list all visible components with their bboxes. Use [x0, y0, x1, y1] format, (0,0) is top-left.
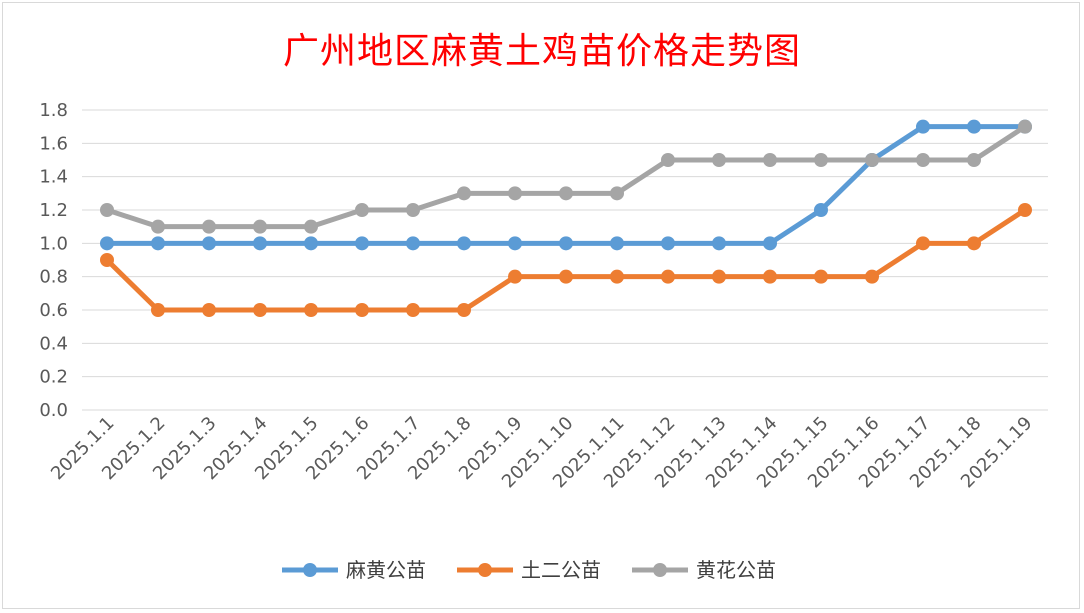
data-point — [763, 153, 777, 167]
data-point — [202, 236, 216, 251]
data-point — [253, 219, 267, 234]
y-tick-label: 1.4 — [39, 167, 68, 188]
y-tick-label: 0.2 — [39, 367, 68, 388]
data-point — [661, 269, 675, 284]
data-point — [610, 269, 624, 284]
data-point — [763, 236, 777, 251]
data-point — [610, 186, 624, 201]
data-point — [355, 303, 369, 317]
data-point — [151, 219, 165, 234]
legend-label: 黄花公苗 — [696, 558, 776, 582]
data-point — [151, 303, 165, 317]
legend: 麻黄公苗 土二公苗 黄花公苗 — [282, 558, 776, 582]
data-point — [406, 236, 420, 251]
data-point — [661, 236, 675, 251]
data-point — [304, 236, 318, 251]
legend-marker — [478, 563, 492, 577]
data-point — [457, 303, 471, 317]
y-tick-label: 0.6 — [39, 300, 68, 321]
series-lines — [100, 119, 1032, 317]
y-tick-label: 0.8 — [39, 267, 68, 288]
data-point — [610, 236, 624, 251]
data-point — [559, 186, 573, 201]
data-point — [865, 269, 879, 284]
data-point — [304, 219, 318, 234]
data-point — [202, 219, 216, 234]
data-point — [814, 203, 828, 217]
data-point — [355, 236, 369, 251]
data-point — [457, 186, 471, 201]
legend-item: 黄花公苗 — [632, 558, 776, 582]
data-point — [967, 236, 981, 251]
y-tick-label: 1.2 — [39, 200, 68, 221]
data-point — [763, 269, 777, 284]
y-tick-label: 1.8 — [39, 100, 68, 121]
data-point — [712, 269, 726, 284]
data-point — [559, 269, 573, 284]
data-point — [355, 203, 369, 217]
data-point — [508, 236, 522, 251]
legend-item: 麻黄公苗 — [282, 558, 426, 582]
data-point — [661, 153, 675, 167]
data-point — [151, 236, 165, 251]
data-point — [100, 253, 114, 267]
data-point — [916, 153, 930, 167]
legend-marker — [653, 563, 667, 577]
data-point — [916, 119, 930, 134]
legend-item: 土二公苗 — [457, 558, 601, 582]
data-point — [253, 303, 267, 317]
data-point — [100, 236, 114, 251]
y-tick-label: 0.4 — [39, 333, 68, 354]
data-point — [253, 236, 267, 251]
y-tick-label: 0.0 — [39, 400, 68, 421]
series-1 — [100, 119, 1032, 251]
gridlines — [82, 109, 1048, 411]
y-axis-ticks: 0.0 0.2 0.4 0.6 0.8 1.0 1.2 1.4 1.6 1.8 — [39, 100, 68, 421]
data-point — [202, 303, 216, 317]
data-point — [967, 153, 981, 167]
data-point — [967, 119, 981, 134]
series-3 — [100, 119, 1032, 234]
legend-label: 麻黄公苗 — [346, 558, 426, 582]
data-point — [406, 203, 420, 217]
data-point — [508, 269, 522, 284]
data-point — [508, 186, 522, 201]
data-point — [559, 236, 573, 251]
y-tick-label: 1.6 — [39, 133, 68, 154]
series-2 — [100, 203, 1032, 317]
data-point — [814, 269, 828, 284]
data-point — [457, 236, 471, 251]
legend-marker — [303, 563, 317, 577]
data-point — [712, 236, 726, 251]
legend-label: 土二公苗 — [521, 558, 601, 582]
data-point — [712, 153, 726, 167]
chart-title: 广州地区麻黄土鸡苗价格走势图 — [282, 31, 801, 72]
data-point — [865, 153, 879, 167]
data-point — [814, 153, 828, 167]
data-point — [916, 236, 930, 251]
data-point — [406, 303, 420, 317]
data-point — [1018, 119, 1032, 134]
data-point — [304, 303, 318, 317]
data-point — [1018, 203, 1032, 217]
data-point — [100, 203, 114, 217]
x-axis-ticks: 2025.1.12025.1.22025.1.32025.1.42025.1.5… — [47, 413, 1037, 493]
y-tick-label: 1.0 — [39, 233, 68, 254]
